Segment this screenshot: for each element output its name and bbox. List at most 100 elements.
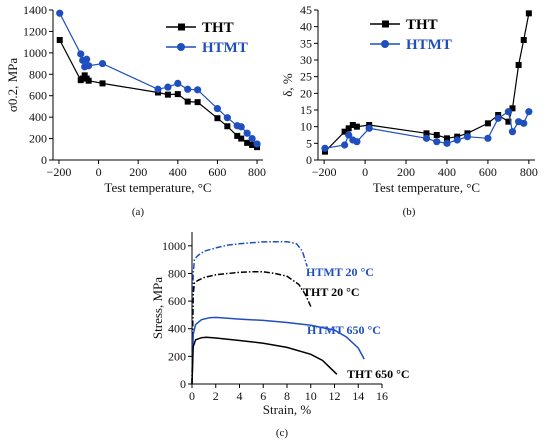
panel-c-caption: (c) — [276, 427, 289, 439]
panel-c-chart: 0 2 4 6 8 10 12 14 16 0 200 400 600 800 1000 Strain, % S… — [150, 232, 410, 417]
panel-a-series-htmt-point — [223, 114, 231, 122]
panel-b-series-tht-point — [433, 132, 440, 138]
panel-a-y-axis-label: σ0.2, MPa — [5, 58, 20, 113]
panel-a-series-tht-point — [184, 98, 191, 105]
panel-a-chart: −200 0 200 400 600 80002004006008001000120014… — [5, 3, 266, 195]
panel-a-x-tick-label: 200 — [129, 165, 147, 179]
panel-a-series-htmt-point — [237, 123, 245, 131]
panel-b-series-htmt-point — [353, 138, 361, 146]
panel-a-series-tht-point — [238, 135, 245, 142]
panel-b-series-htmt-point — [453, 136, 461, 144]
panel-b-x-tick-label: −200 — [312, 165, 337, 179]
panel-b-x-tick-label: 200 — [397, 165, 415, 179]
panel-a-series-tht-point — [85, 77, 92, 84]
panel-c-series-tht-20-c-line — [191, 271, 312, 385]
panel-c-x-tick-label: 10 — [305, 389, 317, 403]
panel-b-y-tick-label: 40 — [300, 20, 312, 34]
panel-a-y-tick-label: 1000 — [23, 46, 47, 60]
panel-c-curve-label-htmt-650-c: HTMT 650 °C — [307, 323, 381, 337]
panel-b-y-tick-label: 0 — [306, 153, 312, 167]
panel-a-x-tick-label: 800 — [248, 165, 266, 179]
panel-a-series-tht-point — [174, 91, 181, 98]
panel-b-legend-htmt-marker — [381, 40, 389, 48]
panel-b-series-htmt-point — [525, 108, 533, 116]
panel-c-y-tick-label: 0 — [180, 377, 186, 391]
panel-b-y-tick-label: 30 — [300, 53, 312, 67]
panel-a-y-tick-label: 600 — [29, 89, 47, 103]
panel-a-series-htmt-point — [164, 83, 172, 91]
panel-c-x-tick-label: 16 — [376, 389, 388, 403]
panel-b-y-tick-label: 25 — [300, 70, 312, 84]
panel-a-series-htmt-point — [77, 50, 85, 58]
panel-b-y-tick-label: 5 — [306, 136, 312, 150]
panel-c-x-tick-label: 8 — [284, 389, 290, 403]
panel-a-series-htmt-point — [98, 59, 107, 68]
panel-a-series-tht-point — [249, 142, 256, 148]
panel-b-series-htmt-point — [494, 114, 502, 122]
panel-a-x-tick-label: 0 — [96, 165, 102, 179]
panel-b-x-tick-label: 600 — [479, 165, 497, 179]
panel-c-series-tht-650-c-line — [191, 336, 338, 385]
panel-a-series-tht-point — [56, 37, 63, 43]
panel-b-series-tht-point — [515, 62, 522, 68]
panel-c-x-tick-label: 4 — [237, 389, 243, 403]
panel-c-x-tick-label: 6 — [260, 389, 266, 403]
panel-a-series-htmt-point — [174, 79, 182, 87]
panel-a-series-htmt-point — [154, 85, 162, 93]
panel-b-series-tht-point — [423, 130, 430, 137]
panel-a-y-tick-label: 1200 — [23, 24, 47, 38]
panel-b-y-tick-label: 10 — [300, 120, 312, 134]
panel-a-series-htmt-point — [194, 86, 202, 94]
panel-b-series-htmt-point — [422, 134, 431, 142]
panel-b-series-htmt-point — [484, 134, 492, 142]
panel-b-series-tht-point — [341, 128, 348, 135]
panel-c-y-tick-label: 200 — [168, 349, 186, 363]
panel-b-chart: −200 0 200 400 600 800051015202530354045Test … — [280, 3, 538, 195]
panel-b-x-tick-label: 400 — [438, 165, 456, 179]
panel-b-series-htmt-point — [365, 124, 373, 132]
panel-b-y-tick-label: 20 — [300, 86, 312, 100]
panel-b-series-tht-point — [345, 125, 352, 132]
panel-b-x-axis-label: Test temperature, °C — [373, 180, 480, 195]
panel-a-legend-tht-label: THT — [202, 20, 234, 36]
panel-c-series-htmt-650-c-line — [191, 316, 365, 385]
panel-b-series-tht-point — [505, 118, 512, 125]
panel-a-series-tht-point — [164, 91, 171, 98]
panel-b-series-tht-point — [443, 135, 450, 142]
panel-a-series-tht-point — [234, 132, 241, 139]
panel-c-x-tick-label: 14 — [352, 389, 364, 403]
panel-a-x-tick-label: 600 — [208, 165, 226, 179]
panel-a-series-htmt-point — [253, 140, 261, 148]
panel-b-series-tht-point — [520, 37, 527, 43]
panel-b-y-axis-label: δ, % — [280, 73, 295, 97]
panel-b-series-tht-point — [353, 123, 360, 130]
panel-b-y-tick-label: 15 — [300, 103, 312, 117]
panel-a-series-htmt-point — [56, 9, 64, 17]
panel-b-caption: (b) — [403, 206, 416, 218]
panel-a-series-htmt-point — [83, 55, 91, 63]
panel-b-series-htmt-point — [345, 131, 353, 139]
panel-b-series-htmt-point — [504, 108, 512, 116]
panel-a-series-htmt-point — [243, 129, 251, 137]
panel-b-series-tht-point — [525, 10, 532, 17]
panel-a-series-tht-point — [81, 72, 88, 79]
panel-b-series-htmt-point — [520, 119, 528, 127]
panel-a-y-tick-label: 800 — [29, 67, 47, 81]
panel-a-y-tick-label: 200 — [29, 132, 47, 146]
panel-c-x-tick-label: 2 — [213, 389, 219, 403]
panel-a-y-tick-label: 1400 — [23, 3, 47, 17]
panel-c-series-htmt-20-c-line — [191, 240, 308, 385]
panel-c-curve-label-htmt-20-c: HTMT 20 °C — [306, 265, 374, 279]
panel-a-legend-tht-marker — [178, 23, 185, 31]
panel-c-y-tick-label: 600 — [168, 294, 186, 308]
panel-a-x-tick-label: 400 — [169, 165, 187, 179]
panel-a-series-tht-point — [79, 75, 86, 82]
panel-a-x-tick-label: −200 — [47, 165, 72, 179]
panel-b-series-htmt-point — [463, 133, 472, 141]
panel-a-series-tht-point — [244, 139, 251, 146]
panel-a-series-tht-point — [224, 123, 231, 130]
panel-b-x-tick-label: 800 — [520, 165, 538, 179]
panel-b-x-tick-label: 0 — [362, 165, 368, 179]
panel-a-legend-htmt-marker — [177, 43, 185, 51]
